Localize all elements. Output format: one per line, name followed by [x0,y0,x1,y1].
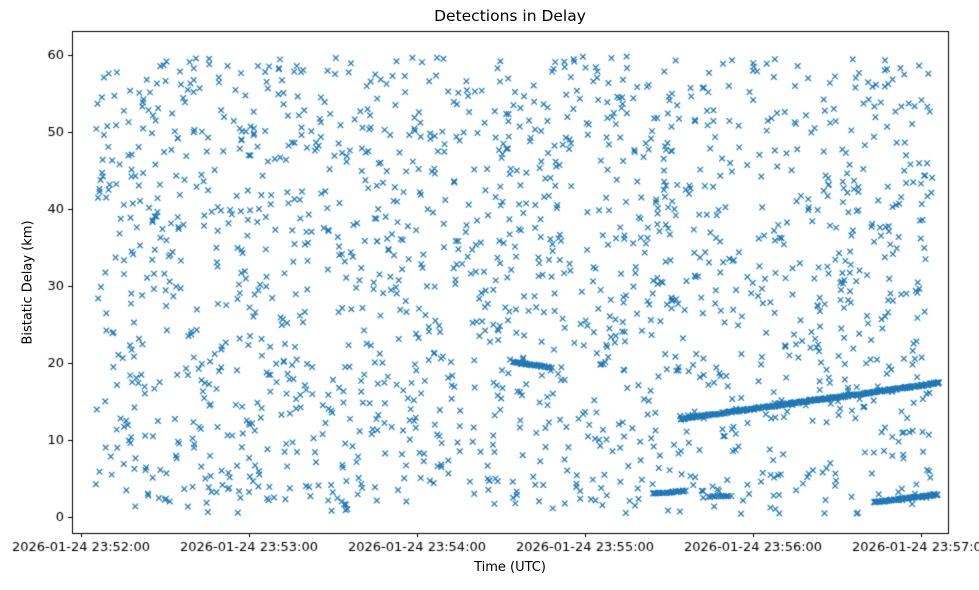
chart-title: Detections in Delay [434,7,586,25]
y-axis-label: Bistatic Delay (km) [20,220,36,345]
x-axis-label: Time (UTC) [474,560,546,575]
